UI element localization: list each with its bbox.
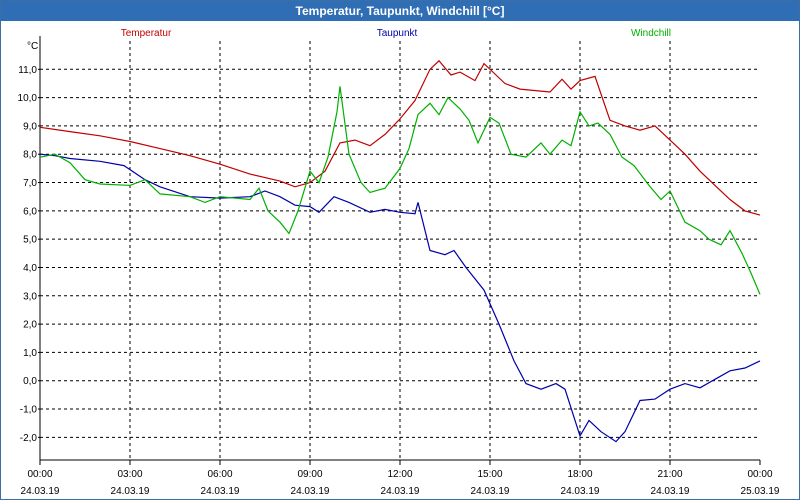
x-tick-date: 24.03.19 bbox=[381, 486, 420, 497]
series-line-temperatur bbox=[39, 59, 761, 216]
line-chart: 11,0 10,0 9,0 8,0 7,0 6,0 5,0 4,0 3,0 2,0 1,0 0,0 -1… bbox=[18, 28, 780, 497]
x-tick-time: 21:00 bbox=[657, 469, 682, 480]
y-tick-label: 6,0 bbox=[23, 206, 37, 217]
x-tick-time: 09:00 bbox=[297, 469, 322, 480]
x-tick-time: 18:00 bbox=[567, 469, 592, 480]
y-tick-label: 11,0 bbox=[18, 65, 37, 76]
series-line-windchill bbox=[39, 86, 761, 295]
x-tick-time: 00:00 bbox=[747, 469, 772, 480]
y-tick-label: 2,0 bbox=[23, 320, 37, 331]
x-tick-date: 24.03.19 bbox=[651, 486, 690, 497]
y-tick-label: 10,0 bbox=[18, 93, 38, 104]
y-tick-label: -2,0 bbox=[20, 433, 38, 444]
grid bbox=[40, 41, 760, 460]
x-tick-time: 06:00 bbox=[207, 469, 232, 480]
x-tick-date: 24.03.19 bbox=[21, 486, 60, 497]
y-tick-label: 7,0 bbox=[23, 178, 37, 189]
x-tick-date: 24.03.19 bbox=[291, 486, 330, 497]
series-line-taupunkt bbox=[39, 153, 761, 443]
x-tick-time: 00:00 bbox=[27, 469, 52, 480]
x-tick-date: 24.03.19 bbox=[201, 486, 240, 497]
y-tick-label: 4,0 bbox=[23, 263, 37, 274]
x-tick-date: 25.03.19 bbox=[741, 486, 780, 497]
y-axis-label: °C bbox=[27, 41, 38, 52]
y-tick-label: 8,0 bbox=[23, 150, 37, 161]
y-tick-label: -1,0 bbox=[20, 405, 38, 416]
x-tick-time: 03:00 bbox=[117, 469, 142, 480]
y-tick-label: 9,0 bbox=[23, 121, 37, 132]
legend-temperatur: Temperatur bbox=[121, 28, 172, 39]
y-tick-label: 0,0 bbox=[23, 376, 37, 387]
x-tick-date: 24.03.19 bbox=[471, 486, 510, 497]
x-tick-date: 24.03.19 bbox=[111, 486, 150, 497]
y-tick-label: 1,0 bbox=[23, 348, 37, 359]
x-tick-date: 24.03.19 bbox=[561, 486, 600, 497]
legend-windchill: Windchill bbox=[631, 28, 671, 39]
axes bbox=[38, 36, 761, 465]
tick-labels: 11,0 10,0 9,0 8,0 7,0 6,0 5,0 4,0 3,0 2,0 1,0 0,0 -1… bbox=[18, 65, 780, 497]
x-tick-time: 12:00 bbox=[387, 469, 412, 480]
x-tick-time: 15:00 bbox=[477, 469, 502, 480]
series-lines bbox=[39, 59, 761, 443]
legend-taupunkt: Taupunkt bbox=[377, 28, 418, 39]
window-title: Temperatur, Taupunkt, Windchill [°C] bbox=[1, 1, 799, 21]
y-tick-label: 3,0 bbox=[23, 291, 37, 302]
y-tick-label: 5,0 bbox=[23, 235, 37, 246]
legend: Temperatur Taupunkt Windchill bbox=[121, 28, 671, 39]
